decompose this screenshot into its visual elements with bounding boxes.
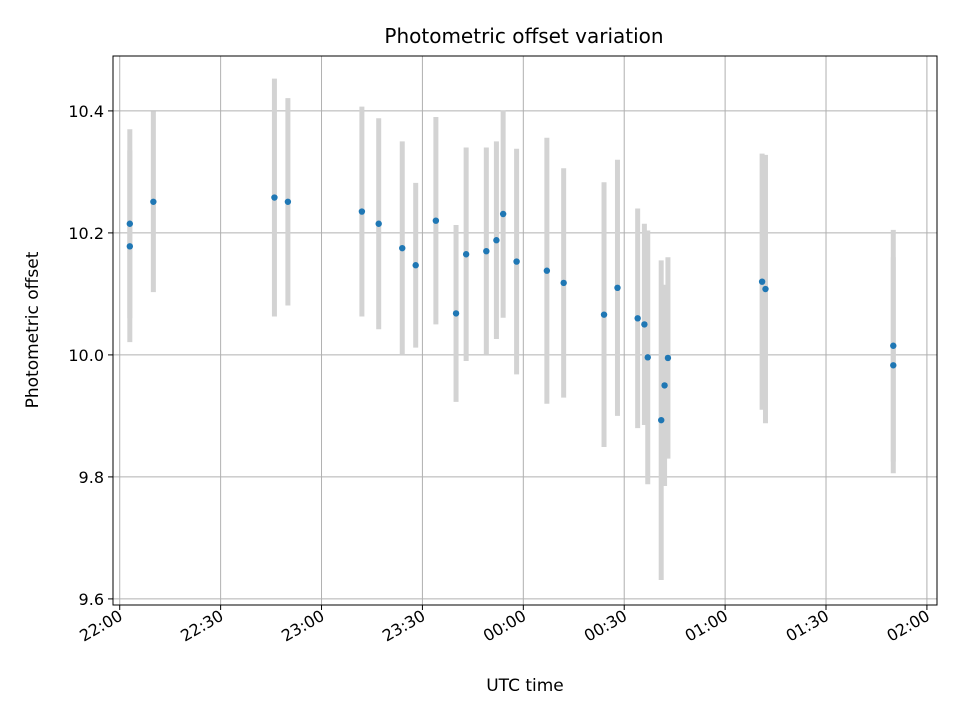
- data-point: [150, 198, 157, 205]
- data-point: [543, 267, 551, 274]
- grid: [113, 56, 937, 605]
- data-point: [462, 251, 470, 258]
- data-point: [483, 248, 490, 255]
- data-point: [452, 310, 460, 317]
- data-point: [432, 217, 440, 224]
- data-point: [499, 210, 507, 218]
- y-tick-label: 10.4: [68, 102, 104, 121]
- y-axis-title: Photometric offset: [23, 251, 43, 408]
- data-point: [614, 284, 621, 291]
- data-point: [658, 416, 665, 424]
- data-point: [560, 279, 567, 287]
- data-point: [664, 354, 672, 362]
- chart-title: Photometric offset variation: [384, 24, 663, 48]
- data-point: [641, 321, 648, 328]
- data-point: [493, 237, 500, 244]
- data-point: [284, 198, 292, 205]
- data-point: [126, 243, 134, 250]
- plot-area: [113, 56, 937, 605]
- data-point: [634, 315, 641, 322]
- data-point: [758, 278, 766, 285]
- data-point: [399, 244, 406, 252]
- data-point: [661, 382, 668, 389]
- data-point: [358, 208, 366, 215]
- data-point: [375, 220, 382, 227]
- data-point: [412, 262, 419, 269]
- data-points: [126, 194, 897, 424]
- y-tick-label: 9.8: [79, 468, 104, 487]
- plot-frame: [112, 55, 938, 606]
- y-tick-label: 10.2: [68, 224, 104, 243]
- data-point: [513, 258, 520, 265]
- data-point: [644, 354, 651, 361]
- data-point: [762, 285, 769, 293]
- data-point: [126, 220, 134, 227]
- data-point: [890, 362, 897, 369]
- y-axis-ticks: 9.6 9.8 10.0 10.2 10.4: [68, 102, 113, 609]
- y-tick-label: 10.0: [68, 346, 104, 365]
- data-point: [600, 311, 608, 318]
- data-point: [271, 194, 278, 201]
- y-tick-label: 9.6: [79, 590, 104, 609]
- data-point: [890, 342, 897, 349]
- x-axis-title: UTC time: [486, 676, 564, 696]
